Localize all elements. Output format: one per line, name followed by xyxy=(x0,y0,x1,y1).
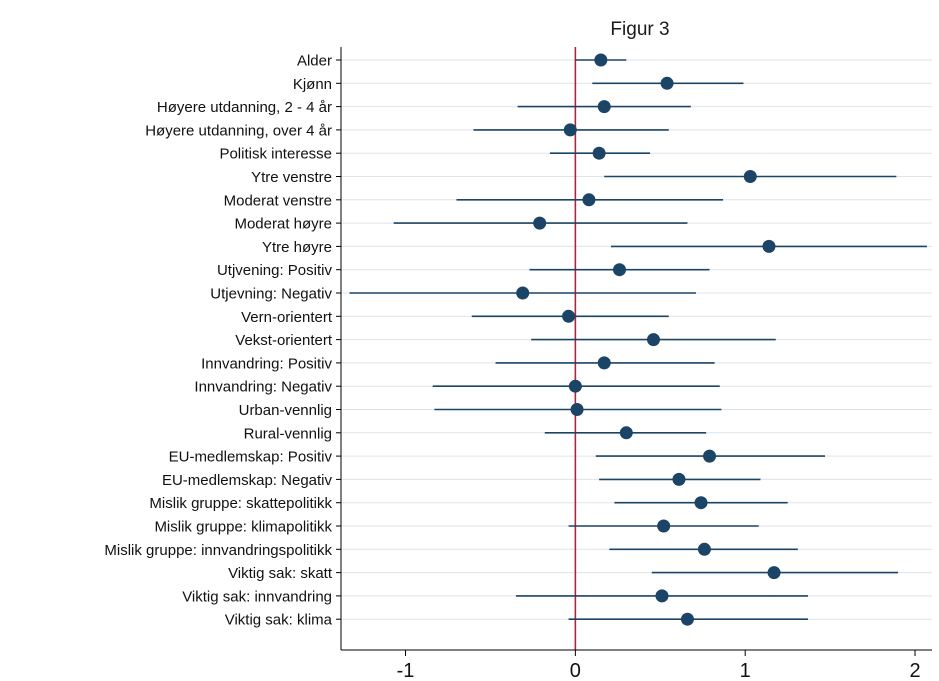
point-estimate xyxy=(657,520,670,533)
x-tick-label: -1 xyxy=(397,660,415,681)
y-axis-label: Innvandring: Negativ xyxy=(194,379,332,396)
point-estimate xyxy=(655,589,668,602)
y-axis-label: Høyere utdanning, 2 - 4 år xyxy=(157,99,332,116)
y-axis-label: Politisk interesse xyxy=(219,146,332,163)
y-axis-label: Viktig sak: skatt xyxy=(228,565,333,582)
y-axis-label: Alder xyxy=(297,53,332,70)
point-estimate xyxy=(672,473,685,486)
point-estimate xyxy=(593,147,606,160)
point-estimate xyxy=(681,613,694,626)
point-estimate xyxy=(703,450,716,463)
y-axis-label: Mislik gruppe: innvandringspolitikk xyxy=(104,542,332,559)
point-estimate xyxy=(613,263,626,276)
y-axis-label: Utjvening: Positiv xyxy=(217,262,333,279)
point-estimate xyxy=(762,240,775,253)
point-estimate xyxy=(620,426,633,439)
chart-title: Figur 3 xyxy=(610,19,669,40)
point-estimate xyxy=(698,543,711,556)
point-estimate xyxy=(533,217,546,230)
point-estimate xyxy=(598,100,611,113)
y-axis-label: Urban-vennlig xyxy=(239,402,332,419)
y-axis-label: Vern-orientert xyxy=(241,309,333,326)
y-axis-label: Mislik gruppe: skattepolitikk xyxy=(149,495,332,512)
y-axis-label: Ytre høyre xyxy=(262,239,332,256)
y-axis-label: Moderat venstre xyxy=(224,192,332,209)
y-axis-label: Rural-vennlig xyxy=(244,425,332,442)
y-axis-label: EU-medlemskap: Positiv xyxy=(169,449,333,466)
x-tick-label: 2 xyxy=(909,660,920,681)
point-estimate xyxy=(594,54,607,67)
point-estimate xyxy=(647,333,660,346)
y-axis-label: Utjevning: Negativ xyxy=(210,286,332,303)
point-estimate xyxy=(564,123,577,136)
y-axis-label: EU-medlemskap: Negativ xyxy=(162,472,333,489)
point-estimate xyxy=(695,496,708,509)
point-estimate xyxy=(571,403,584,416)
y-axis-label: Kjønn xyxy=(293,76,332,93)
y-axis-label: Høyere utdanning, over 4 år xyxy=(145,122,332,139)
point-estimate xyxy=(744,170,757,183)
axes xyxy=(336,47,932,650)
point-estimate xyxy=(582,193,595,206)
point-estimate xyxy=(516,287,529,300)
y-axis-labels: Alder Kjønn Høyere utdanning, 2 - 4 år Høye… xyxy=(104,53,332,629)
y-axis-label: Mislik gruppe: klimapolitikk xyxy=(154,519,332,536)
point-estimate xyxy=(661,77,674,90)
y-axis-label: Viktig sak: klima xyxy=(225,612,333,629)
y-axis-label: Innvandring: Positiv xyxy=(201,355,332,372)
y-axis-label: Vekst-orientert xyxy=(235,332,333,349)
x-tick-label: 0 xyxy=(570,660,581,681)
point-estimate xyxy=(562,310,575,323)
y-axis-label: Ytre venstre xyxy=(251,169,332,186)
y-axis-label: Viktig sak: innvandring xyxy=(182,588,332,605)
point-estimate xyxy=(569,380,582,393)
point-estimate xyxy=(598,356,611,369)
y-axis-label: Moderat høyre xyxy=(234,216,332,233)
x-axis-ticks: -1 0 1 2 xyxy=(397,650,921,681)
point-estimate xyxy=(768,566,781,579)
x-tick-label: 1 xyxy=(740,660,751,681)
